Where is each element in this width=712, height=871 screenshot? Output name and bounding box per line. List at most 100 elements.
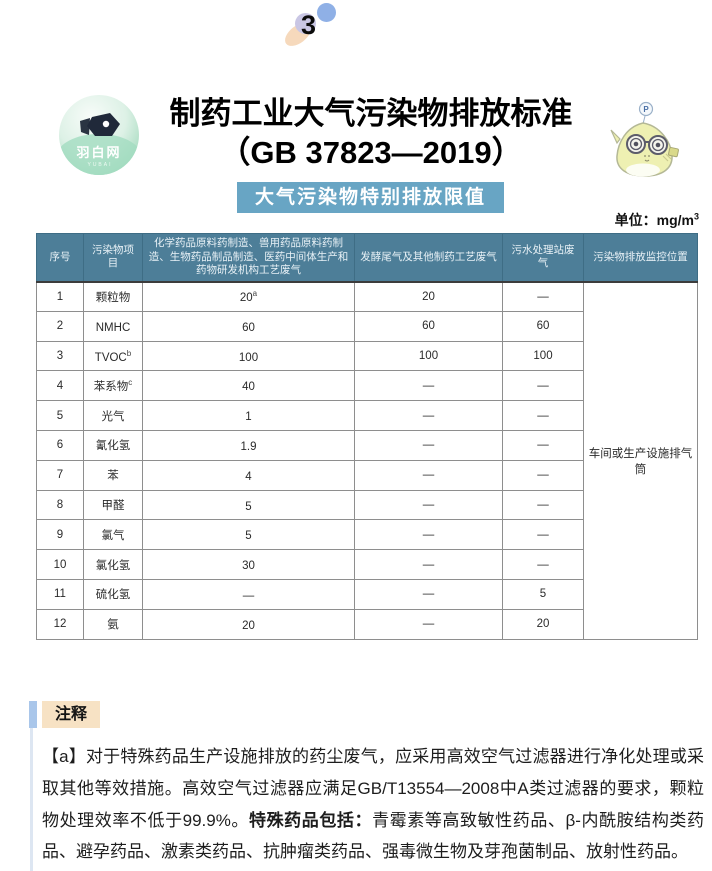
cell-process: 40 (142, 370, 355, 402)
cell-process: 1 (142, 400, 355, 431)
cell-ferment: — (354, 370, 503, 402)
table-row: 1 颗粒物 20a 20 — 车间或生产设施排气筒 (36, 281, 698, 640)
cell-process: 30 (142, 549, 355, 580)
title-line-2: （GB 37823—2019） (219, 135, 523, 170)
col-header-no: 序号 (36, 233, 84, 283)
title-line-1: 制药工业大气污染物排放标准 (169, 96, 573, 131)
cell-process: 1.9 (142, 429, 355, 461)
logo-text-glyph: 羽白网 (76, 145, 121, 160)
cell-ferment: — (354, 459, 503, 491)
value-text: 100 (238, 351, 259, 364)
cell-ferment: — (354, 489, 503, 521)
item-text: 苯系物 (93, 380, 129, 393)
logo-subtext-glyph: YUBAI (87, 162, 112, 168)
cell-process: 5 (142, 519, 355, 551)
item-text: 氯气 (101, 529, 125, 542)
note-accent-bar (29, 701, 37, 728)
value-text: 60 (242, 321, 255, 334)
item-text: TVOC (94, 351, 127, 364)
item-text: 甲醛 (101, 499, 125, 512)
item-text: 氯化氢 (95, 559, 131, 572)
table-row: 8 甲醛 5 — — (36, 489, 698, 521)
note-text-bold: 特殊药品包括： (249, 810, 373, 830)
value-text: 20 (242, 619, 255, 632)
logo-graphic: 羽白网 YUBAI (59, 95, 139, 175)
table-row: 2 NMHC 60 60 60 (36, 310, 698, 342)
item-text: 颗粒物 (95, 291, 131, 304)
cell-process: 4 (142, 459, 355, 491)
cell-ferment: — (354, 578, 503, 610)
item-text: 苯 (107, 470, 119, 483)
cell-ferment: 100 (354, 340, 503, 372)
cell-ferment: 60 (354, 310, 503, 342)
cell-ferment: — (354, 608, 503, 640)
item-sup: b (126, 348, 132, 358)
item-sup: c (128, 377, 133, 387)
decor-purple-circle (295, 13, 316, 34)
value-text: 4 (245, 470, 252, 483)
cell-process: 20 (142, 608, 355, 640)
cell-sewage: — (502, 370, 584, 402)
section-banner: 大气污染物特别排放限值 (237, 182, 504, 213)
cell-no: 11 (36, 578, 84, 610)
cell-item: NMHC (83, 310, 143, 342)
cell-no: 4 (36, 370, 84, 402)
col-header-ferment: 发酵尾气及其他制药工艺废气 (354, 233, 503, 283)
col-header-sewage: 污水处理站废气 (502, 233, 584, 283)
cell-no: 7 (36, 459, 84, 491)
value-text: 1 (245, 411, 252, 423)
cell-sewage: 100 (502, 340, 584, 372)
cell-item: 氯化氢 (83, 549, 143, 580)
cell-item: 光气 (83, 400, 143, 431)
cell-sewage: 5 (502, 578, 584, 610)
cell-no: 8 (36, 489, 84, 521)
cell-sewage: — (502, 489, 584, 521)
cell-sewage: — (502, 519, 584, 551)
cell-item: 氰化氢 (83, 429, 143, 461)
note-left-rail (30, 728, 33, 871)
value-text: 20 (239, 292, 253, 305)
cell-ferment: — (354, 400, 503, 431)
cell-item: TVOCb (83, 340, 143, 372)
cell-no: 10 (36, 549, 84, 580)
item-text: 光气 (101, 410, 125, 423)
cell-sewage: — (502, 459, 584, 491)
cell-ferment: — (354, 519, 503, 551)
emission-limits-table: 序号 污染物项目 化学药品原料药制造、兽用药品原料药制造、生物药品制品制造、医药… (36, 233, 698, 640)
cell-item: 颗粒物 (83, 281, 143, 312)
mascot-badge-glyph: P (643, 105, 649, 114)
cell-sewage: — (502, 281, 584, 312)
cell-ferment: — (354, 429, 503, 461)
value-sup: a (252, 289, 258, 299)
note-paragraph: 【a】对于特殊药品生产设施排放的药尘废气，应采用高效空气过滤器进行净化处理或采取… (42, 741, 704, 868)
cell-no: 2 (36, 310, 84, 342)
value-text: 5 (245, 530, 252, 543)
cell-ferment: 20 (354, 281, 503, 312)
cell-no: 5 (36, 400, 84, 431)
col-header-monitor: 污染物排放监控位置 (583, 233, 698, 283)
value-text: — (242, 589, 255, 602)
value-text: 5 (245, 500, 252, 513)
cell-ferment: — (354, 549, 503, 580)
page-title: 制药工业大气污染物排放标准 （GB 37823—2019） (110, 94, 632, 172)
cell-item: 苯系物c (83, 370, 143, 402)
cell-process: — (142, 578, 355, 610)
unit-superscript: 3 (693, 211, 699, 222)
cell-item: 氯气 (83, 519, 143, 551)
item-text: 氰化氢 (95, 440, 131, 453)
cell-no: 12 (36, 608, 84, 640)
item-text: NMHC (95, 321, 131, 334)
note-heading: 注释 (42, 701, 101, 728)
cell-item: 氨 (83, 608, 143, 640)
value-text: 40 (242, 381, 255, 394)
col-header-item: 污染物项目 (83, 233, 143, 283)
table-row: 5 光气 1 — — (36, 400, 698, 431)
table-header-row: 序号 污染物项目 化学药品原料药制造、兽用药品原料药制造、生物药品制品制造、医药… (36, 233, 698, 283)
cell-sewage: — (502, 429, 584, 461)
unit-label: 单位：mg/m3 (615, 210, 699, 230)
cell-monitor-location: 车间或生产设施排气筒 (583, 281, 698, 640)
cell-sewage: 20 (502, 608, 584, 640)
cell-no: 1 (36, 281, 84, 312)
note-text-after: 青霉素等高致敏性药品、β-内酰胺结构类药品、避孕药品、激素类药品、抗肿瘤类药品、… (42, 810, 704, 862)
cell-sewage: — (502, 400, 584, 431)
